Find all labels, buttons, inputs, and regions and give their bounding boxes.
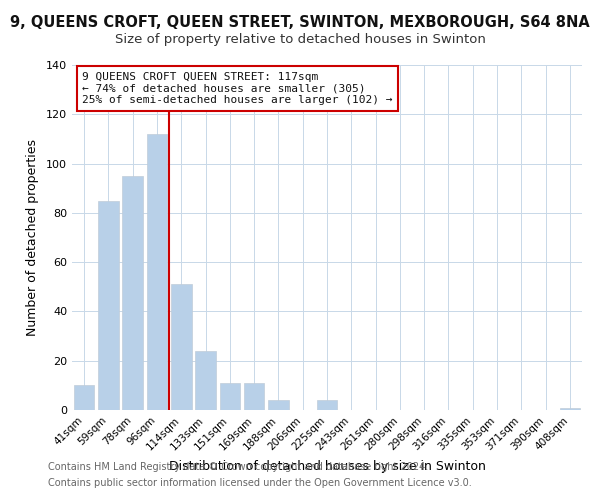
- Bar: [146, 134, 167, 410]
- Text: Contains public sector information licensed under the Open Government Licence v3: Contains public sector information licen…: [48, 478, 472, 488]
- Bar: [560, 408, 580, 410]
- Bar: [268, 400, 289, 410]
- Bar: [74, 386, 94, 410]
- Bar: [171, 284, 191, 410]
- Y-axis label: Number of detached properties: Number of detached properties: [26, 139, 39, 336]
- Bar: [220, 383, 240, 410]
- Text: 9 QUEENS CROFT QUEEN STREET: 117sqm
← 74% of detached houses are smaller (305)
2: 9 QUEENS CROFT QUEEN STREET: 117sqm ← 74…: [82, 72, 392, 105]
- X-axis label: Distribution of detached houses by size in Swinton: Distribution of detached houses by size …: [169, 460, 485, 473]
- Bar: [122, 176, 143, 410]
- Bar: [98, 200, 119, 410]
- Text: Size of property relative to detached houses in Swinton: Size of property relative to detached ho…: [115, 32, 485, 46]
- Bar: [195, 351, 216, 410]
- Text: 9, QUEENS CROFT, QUEEN STREET, SWINTON, MEXBOROUGH, S64 8NA: 9, QUEENS CROFT, QUEEN STREET, SWINTON, …: [10, 15, 590, 30]
- Bar: [244, 383, 265, 410]
- Text: Contains HM Land Registry data © Crown copyright and database right 2024.: Contains HM Land Registry data © Crown c…: [48, 462, 428, 472]
- Bar: [317, 400, 337, 410]
